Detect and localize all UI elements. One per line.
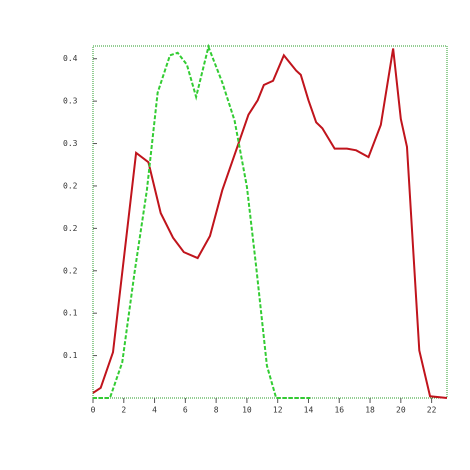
x-tick-label: 8 [214, 406, 219, 415]
x-tick-label: 6 [183, 406, 188, 415]
y-tick-label: 0.1 [63, 309, 78, 318]
y-tick-label: 0.3 [63, 97, 78, 106]
x-tick-label: 0 [91, 406, 96, 415]
y-tick-label: 0.2 [63, 266, 78, 275]
y-tick-label: 0.2 [63, 224, 78, 233]
x-tick-label: 18 [365, 406, 375, 415]
x-tick-label: 4 [152, 406, 157, 415]
y-tick-label: 0.1 [63, 351, 78, 360]
series-line [93, 43, 311, 399]
x-tick-label: 12 [273, 406, 283, 415]
x-tick-label: 22 [427, 406, 437, 415]
plot-frame [92, 45, 448, 399]
x-tick-label: 2 [121, 406, 126, 415]
y-tick-label: 0.4 [63, 54, 78, 63]
series-line [92, 48, 448, 399]
x-tick-label: 20 [396, 406, 406, 415]
y-tick-label: 0.3 [63, 139, 78, 148]
x-tick-label: 10 [242, 406, 252, 415]
x-tick-label: 14 [304, 406, 314, 415]
x-tick-label: 16 [334, 406, 344, 415]
y-tick-label: 0.2 [63, 181, 78, 190]
